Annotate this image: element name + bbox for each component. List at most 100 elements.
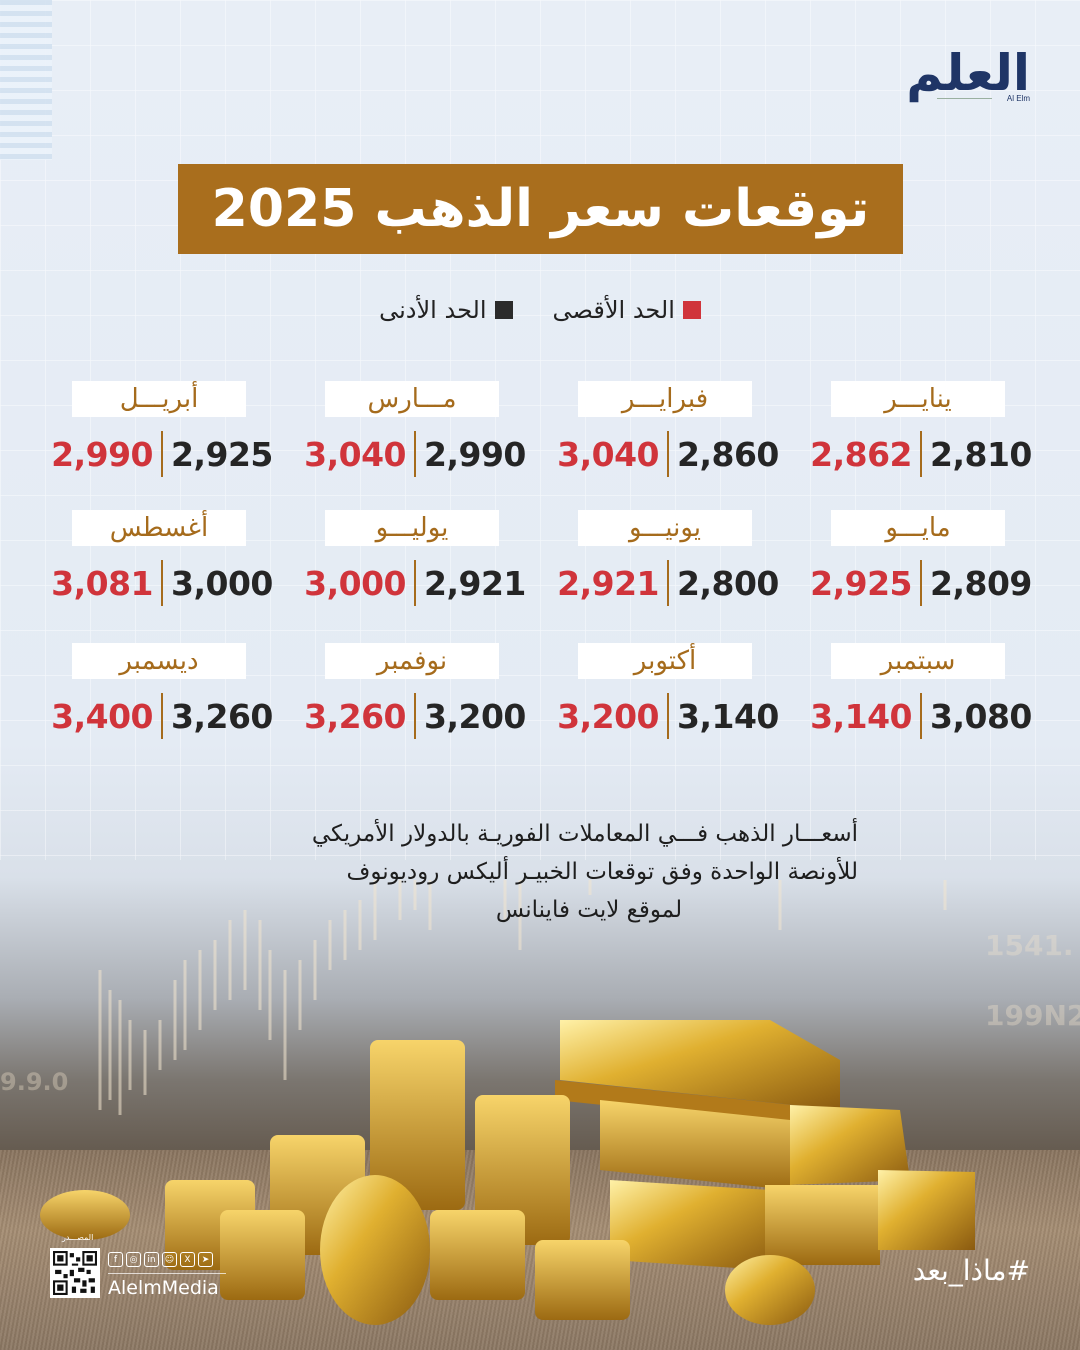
min-value: 2,800: [677, 563, 779, 603]
month-values: 3,140 3,080: [796, 693, 1046, 739]
background-data-strip: [0, 0, 52, 160]
min-value: 3,200: [424, 696, 526, 736]
month-label: أغسطس: [72, 510, 246, 546]
max-value: 3,260: [304, 696, 406, 736]
min-value: 2,990: [424, 434, 526, 474]
month-values: 2,990 2,925: [37, 431, 287, 477]
month-label: فبرايـــر: [578, 381, 752, 417]
qr-code-icon: [53, 1251, 97, 1295]
max-value: 3,000: [304, 563, 406, 603]
month-values: 3,081 3,000: [37, 560, 287, 606]
description-line-1: أسعـــار الذهب فـــي المعاملات الفوريـة …: [311, 821, 858, 847]
value-divider: [161, 431, 163, 477]
background-grid: [0, 0, 1080, 860]
month-values: 2,862 2,810: [796, 431, 1046, 477]
min-value: 3,080: [930, 696, 1032, 736]
telegram-icon[interactable]: ➤: [198, 1252, 213, 1267]
month-cell-october: أكتوبر 3,200 3,140: [543, 643, 793, 743]
logo-underline: [937, 98, 992, 99]
month-cell-april: أبريـــل 2,990 2,925: [37, 381, 287, 481]
min-value: 2,860: [677, 434, 779, 474]
month-values: 3,400 3,260: [37, 693, 287, 739]
facebook-icon[interactable]: f: [108, 1252, 123, 1267]
month-label: يوليـــو: [325, 510, 499, 546]
page-title: توقعات سعر الذهب 2025: [211, 179, 870, 239]
month-cell-february: فبرايـــر 3,040 2,860: [543, 381, 793, 481]
max-value: 3,040: [304, 434, 406, 474]
month-values: 3,040 2,860: [543, 431, 793, 477]
chart-legend: الحد الأدنى الحد الأقصى: [330, 290, 750, 330]
logo-english: Al Elm: [1006, 94, 1030, 103]
value-divider: [161, 693, 163, 739]
min-value: 3,260: [171, 696, 273, 736]
max-value: 2,862: [810, 434, 912, 474]
value-divider: [920, 431, 922, 477]
month-cell-july: يوليـــو 3,000 2,921: [290, 510, 540, 610]
month-label: سبتمبر: [831, 643, 1005, 679]
legend-label-min: الحد الأدنى: [379, 296, 487, 324]
linkedin-icon[interactable]: in: [144, 1252, 159, 1267]
month-values: 3,040 2,990: [290, 431, 540, 477]
gold-bars-and-coins-image: [40, 1020, 975, 1325]
value-divider: [667, 560, 669, 606]
month-values: 2,925 2,809: [796, 560, 1046, 606]
month-cell-january: ينايـــر 2,862 2,810: [796, 381, 1046, 481]
social-handle: AlelmMedia: [108, 1277, 219, 1299]
legend-swatch-max: [682, 301, 701, 319]
min-value: 2,925: [171, 434, 273, 474]
svg-text:9.9.0: 9.9.0: [0, 1068, 68, 1096]
social-links: f ◎ in ☺ X ➤: [108, 1252, 213, 1267]
month-values: 3,200 3,140: [543, 693, 793, 739]
background-candlestick-chart: 1541. 199N2 9.9.0: [0, 880, 1080, 1115]
month-label: ينايـــر: [831, 381, 1005, 417]
forecast-table: ينايـــر 2,862 2,810 فبرايـــر 3,040 2,8…: [37, 381, 1046, 743]
month-cell-august: أغسطس 3,081 3,000: [37, 510, 287, 610]
month-label: ديسمبر: [72, 643, 246, 679]
month-label: أبريـــل: [72, 381, 246, 417]
max-value: 2,925: [810, 563, 912, 603]
legend-item-min: الحد الأدنى: [379, 296, 513, 324]
logo-arabic: العلم: [906, 44, 1031, 102]
value-divider: [414, 693, 416, 739]
max-value: 3,040: [557, 434, 659, 474]
source-description: أسعـــار الذهب فـــي المعاملات الفوريـة …: [200, 815, 858, 929]
svg-text:199N2: 199N2: [985, 999, 1080, 1032]
max-value: 2,990: [51, 434, 153, 474]
min-value: 2,809: [930, 563, 1032, 603]
month-values: 2,921 2,800: [543, 560, 793, 606]
x-icon[interactable]: X: [180, 1252, 195, 1267]
description-line-2: للأونصة الواحدة وفق توقعات الخبيـر أليكس…: [346, 859, 859, 885]
month-label: مـــارس: [325, 381, 499, 417]
instagram-icon[interactable]: ◎: [126, 1252, 141, 1267]
value-divider: [414, 560, 416, 606]
max-value: 3,081: [51, 563, 153, 603]
month-cell-november: نوفمبر 3,260 3,200: [290, 643, 540, 743]
min-value: 2,921: [424, 563, 526, 603]
month-cell-march: مـــارس 3,040 2,990: [290, 381, 540, 481]
snapchat-icon[interactable]: ☺: [162, 1252, 177, 1267]
month-label: مايـــو: [831, 510, 1005, 546]
qr-code[interactable]: [50, 1248, 100, 1298]
legend-item-max: الحد الأقصى: [553, 296, 701, 324]
footer-divider: [108, 1273, 226, 1274]
value-divider: [920, 693, 922, 739]
month-values: 3,000 2,921: [290, 560, 540, 606]
value-divider: [667, 431, 669, 477]
max-value: 3,200: [557, 696, 659, 736]
month-label: يونيـــو: [578, 510, 752, 546]
hashtag: #ماذا_بعد: [912, 1254, 1030, 1287]
month-label: أكتوبر: [578, 643, 752, 679]
legend-swatch-min: [494, 301, 513, 319]
title-banner: توقعات سعر الذهب 2025: [178, 164, 903, 254]
description-line-3: لموقع لايت فاينانس: [495, 897, 683, 923]
month-values: 3,260 3,200: [290, 693, 540, 739]
value-divider: [920, 560, 922, 606]
max-value: 3,400: [51, 696, 153, 736]
min-value: 2,810: [930, 434, 1032, 474]
value-divider: [414, 431, 416, 477]
month-cell-may: مايـــو 2,925 2,809: [796, 510, 1046, 610]
value-divider: [667, 693, 669, 739]
month-label: نوفمبر: [325, 643, 499, 679]
max-value: 3,140: [810, 696, 912, 736]
month-cell-september: سبتمبر 3,140 3,080: [796, 643, 1046, 743]
